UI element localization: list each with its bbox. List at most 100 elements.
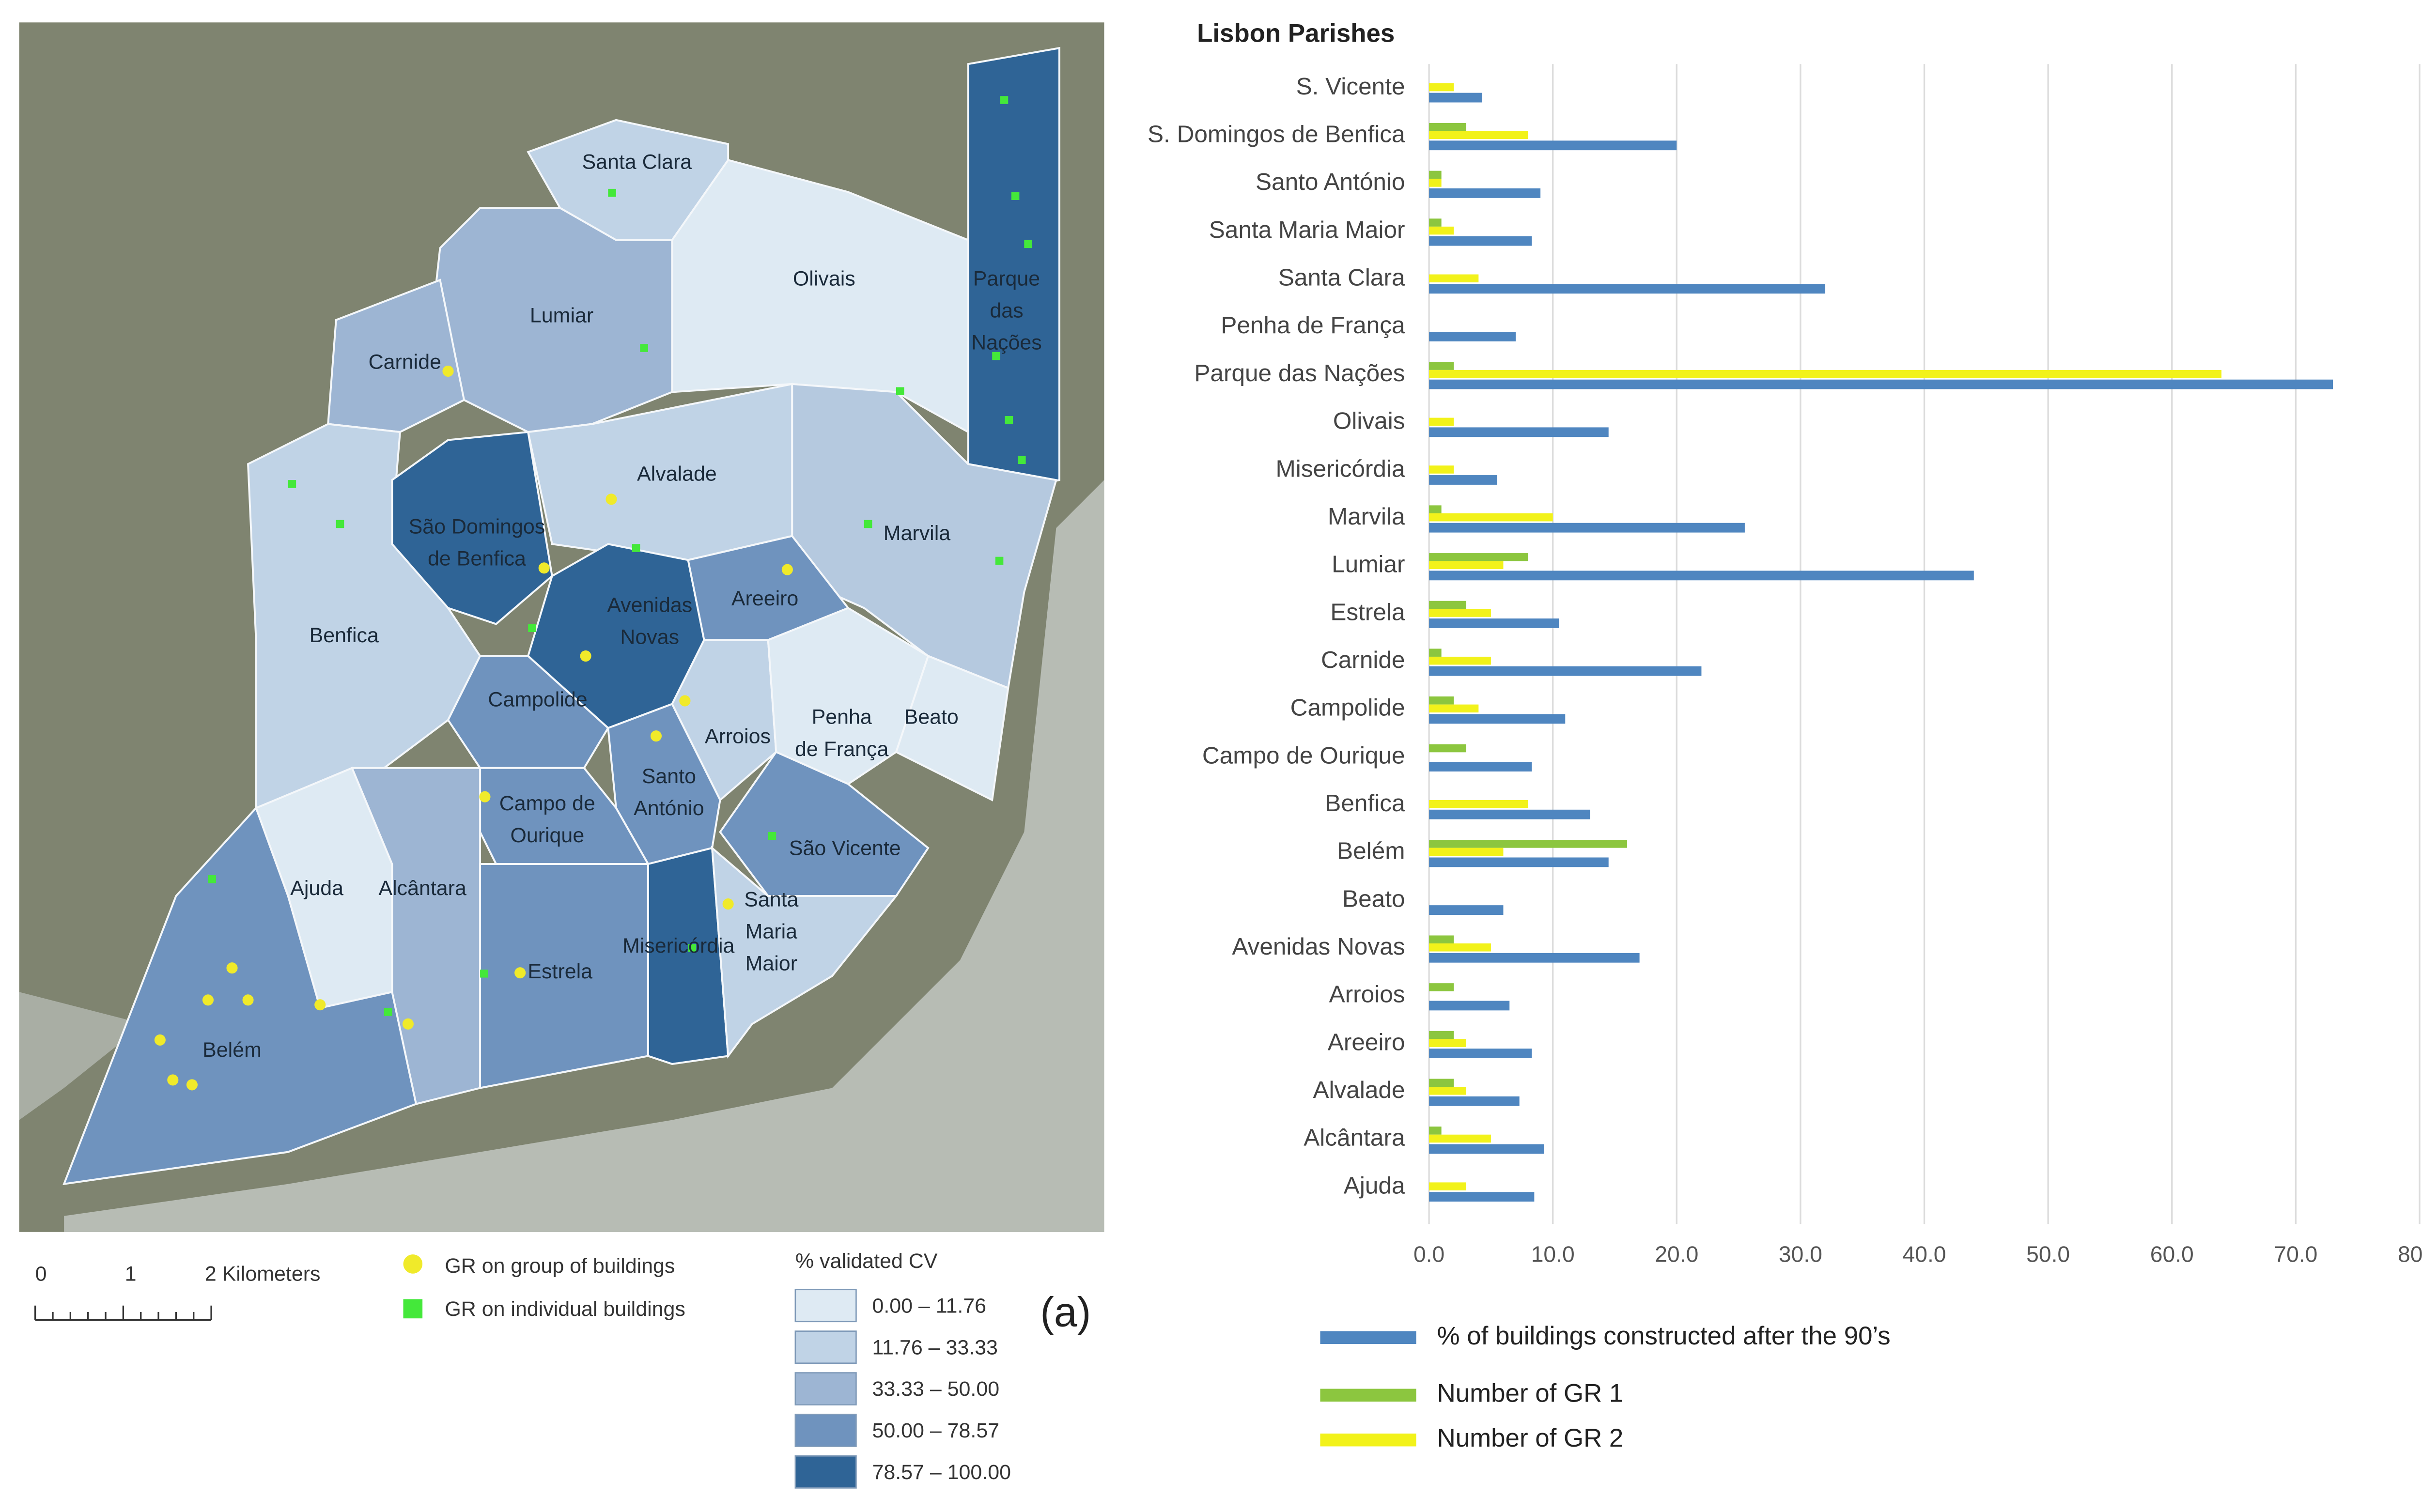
- chart-title: Lisbon Parishes: [1197, 19, 1395, 48]
- group-building-points: [154, 365, 793, 1091]
- individual-building-points: [208, 96, 1032, 1016]
- river: [64, 480, 1104, 1232]
- parish-label: Estrela: [528, 960, 592, 983]
- panel-label: (a): [1040, 1289, 1091, 1335]
- y-tick-label: Santo António: [1256, 168, 1405, 195]
- parish-label: Areeiro: [731, 587, 798, 610]
- bar: [1429, 475, 1497, 485]
- bar: [1429, 417, 1454, 426]
- bar: [1429, 465, 1454, 474]
- y-tick-label: Estrela: [1330, 598, 1405, 625]
- bar: [1429, 284, 1826, 294]
- legend-label: GR on group of buildings: [445, 1254, 675, 1278]
- bar: [1429, 513, 1553, 522]
- bar: [1429, 553, 1528, 561]
- bar: [1429, 1134, 1491, 1143]
- y-tick-label: Parque das Nações: [1194, 359, 1405, 386]
- parish-label: das: [990, 299, 1023, 323]
- x-tick-label: 60.0: [2150, 1242, 2194, 1267]
- bar: [1429, 762, 1532, 771]
- y-tick-label: Santa Maria Maior: [1209, 216, 1405, 243]
- bar: [1429, 1031, 1454, 1039]
- bar: [1429, 571, 1974, 581]
- bar: [1429, 648, 1442, 657]
- x-tick-label: 30.0: [1779, 1242, 1822, 1267]
- parish-label: Maior: [745, 952, 797, 975]
- parish-label: Santa Clara: [582, 150, 692, 173]
- parish-label: Beato: [904, 706, 959, 729]
- river: [19, 992, 144, 1120]
- y-tick-label: S. Vicente: [1296, 73, 1405, 100]
- parish-label: Ajuda: [290, 877, 343, 900]
- parish-label: Penha: [812, 706, 872, 729]
- bar: [1429, 561, 1504, 570]
- bar: [1429, 656, 1491, 665]
- y-tick-label: Campolide: [1290, 694, 1405, 721]
- bar-chart: Lisbon Parishes(b)0.010.020.030.040.050.…: [1148, 19, 2422, 1453]
- bar: [1429, 983, 1454, 991]
- bar: [1429, 744, 1466, 753]
- legend-swatch: [1320, 1434, 1416, 1447]
- legend-title: % validated CV: [795, 1250, 938, 1273]
- parish-label: Belém: [202, 1038, 262, 1062]
- bar: [1429, 93, 1483, 103]
- parish-label: Ourique: [510, 824, 584, 847]
- legend-label: Number of GR 1: [1437, 1379, 1624, 1408]
- y-tick-label: Misericórdia: [1275, 455, 1405, 482]
- parish-label: Santa: [744, 888, 798, 911]
- parish-label: Nações: [971, 331, 1042, 355]
- bar: [1429, 840, 1628, 848]
- bar: [1429, 179, 1442, 187]
- bar: [1429, 953, 1640, 963]
- bar: [1429, 800, 1528, 808]
- parish-label: Novas: [620, 626, 679, 649]
- y-tick-label: Avenidas Novas: [1232, 933, 1405, 960]
- bar: [1429, 1096, 1520, 1106]
- bar: [1429, 188, 1541, 198]
- legend-label: 78.57 – 100.00: [872, 1461, 1011, 1484]
- bar: [1429, 379, 2333, 389]
- legend-swatch: [403, 1254, 423, 1274]
- legend-label: GR on individual buildings: [445, 1297, 685, 1321]
- map-legend: 0 1 2 Kilometers GR on group of buildings GR…: [34, 1250, 1091, 1489]
- legend-swatch: [1320, 1389, 1416, 1402]
- bar: [1429, 809, 1590, 819]
- parish-label: Olivais: [793, 267, 855, 291]
- y-tick-label: Santa Clara: [1278, 264, 1405, 291]
- bar: [1429, 332, 1516, 341]
- bar: [1429, 83, 1454, 92]
- y-tick-label: S. Domingos de Benfica: [1148, 121, 1405, 148]
- scale-label: 1: [125, 1262, 137, 1285]
- legend-swatch: [794, 1414, 857, 1447]
- bar: [1429, 523, 1745, 533]
- bar: [1429, 857, 1609, 867]
- parish-label: Santo: [642, 765, 696, 788]
- parish-label: Avenidas: [607, 593, 692, 617]
- bar: [1429, 666, 1702, 676]
- y-tick-label: Campo de Ourique: [1202, 741, 1405, 769]
- parish-label: António: [634, 797, 704, 820]
- parish-areas: [62, 46, 1060, 1186]
- bar: [1429, 123, 1466, 131]
- legend-swatch: [794, 1289, 857, 1323]
- parish-label: de Benfica: [428, 547, 526, 571]
- x-tick-label: 40.0: [1903, 1242, 1946, 1267]
- y-tick-label: Areeiro: [1328, 1028, 1405, 1055]
- map: [19, 22, 1104, 1232]
- bar: [1429, 170, 1442, 179]
- legend-label: 11.76 – 33.33: [872, 1336, 997, 1359]
- bar: [1429, 1144, 1544, 1154]
- bar: [1429, 601, 1466, 609]
- parish-label: Carnide: [369, 350, 441, 373]
- legend-swatch: [794, 1330, 857, 1364]
- bar: [1429, 696, 1454, 705]
- y-tick-label: Belém: [1337, 837, 1405, 864]
- y-tick-label: Olivais: [1333, 407, 1405, 434]
- parish-label: São Domingos: [409, 515, 545, 539]
- bar: [1429, 362, 1454, 370]
- bar: [1429, 1182, 1466, 1190]
- bar: [1429, 1001, 1510, 1011]
- parish-label: Marvila: [884, 522, 950, 545]
- bar: [1429, 704, 1479, 713]
